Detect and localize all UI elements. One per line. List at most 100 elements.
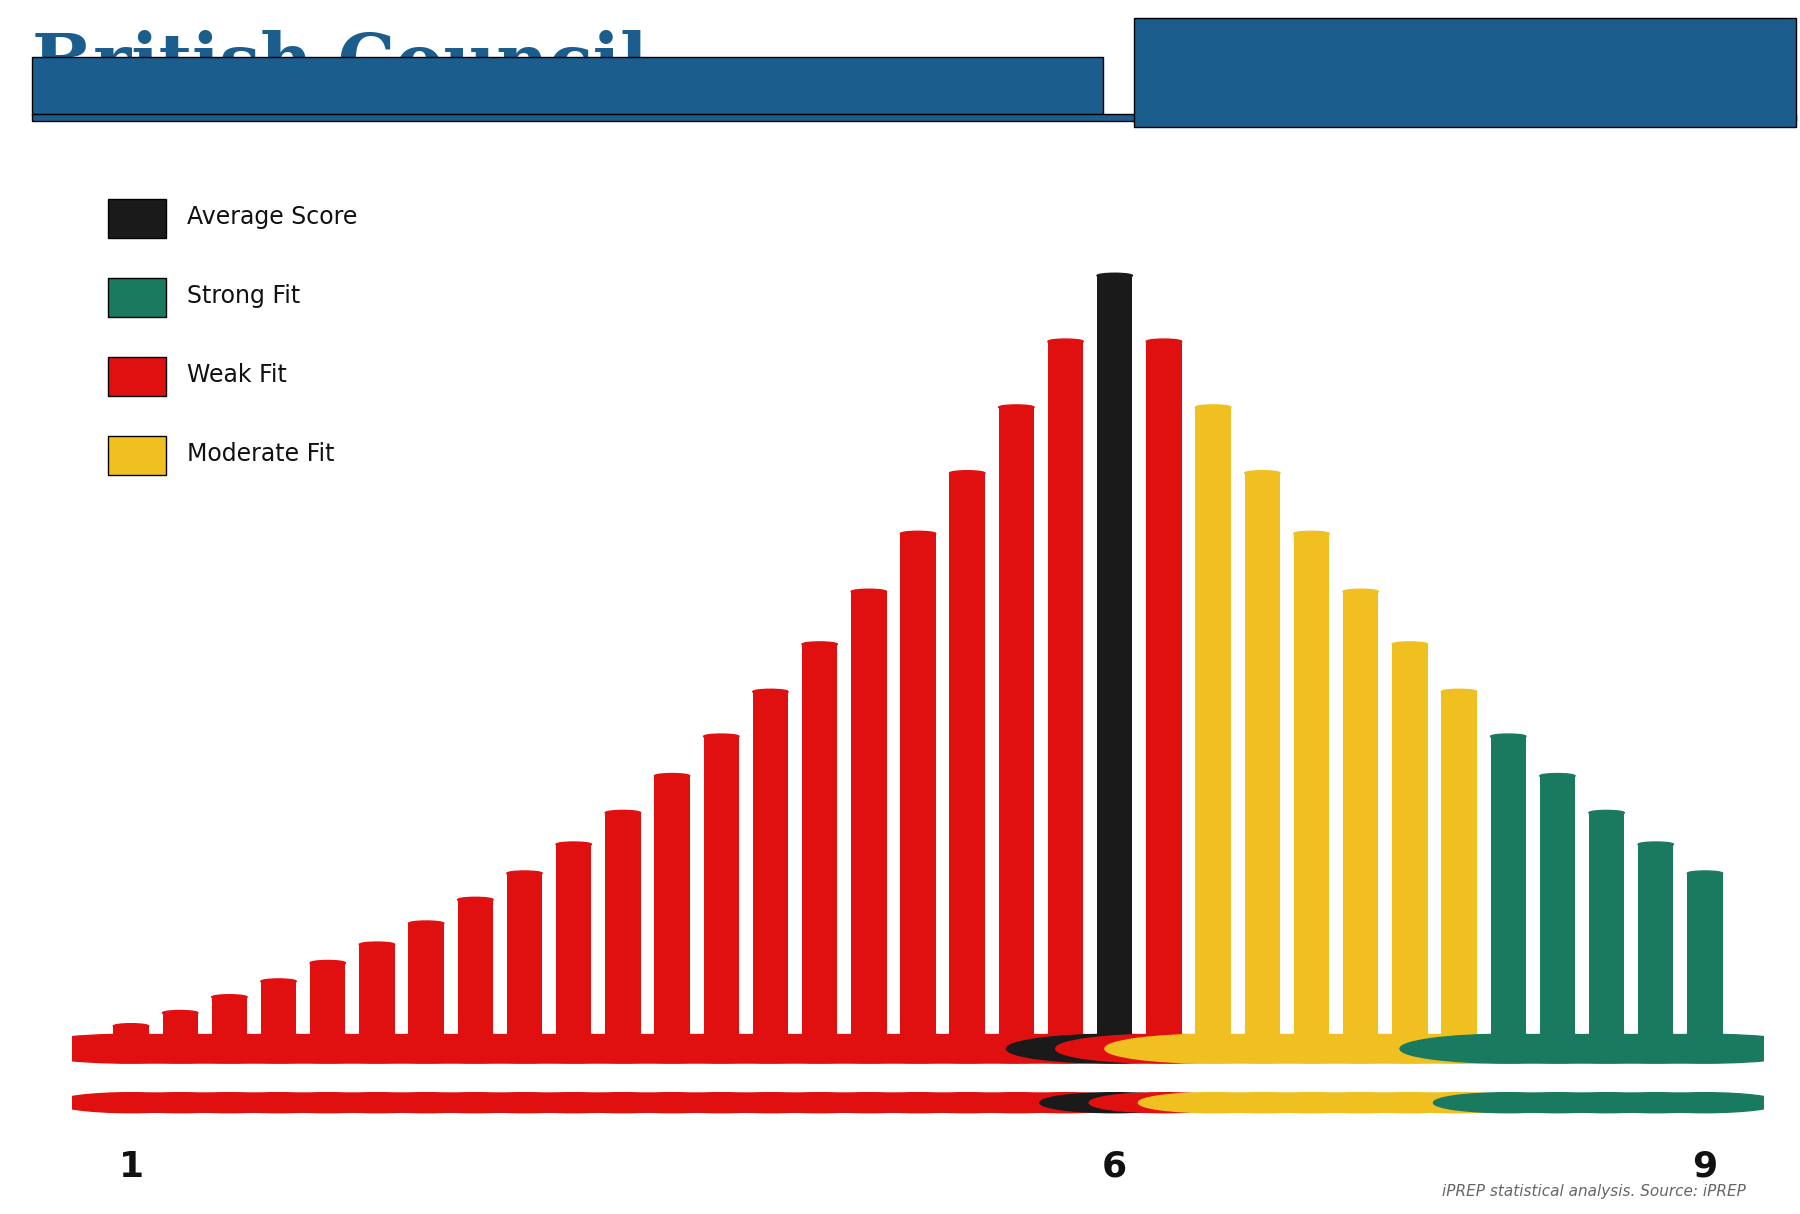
Circle shape [1138,1093,1287,1113]
Circle shape [268,1034,486,1063]
Circle shape [909,1034,1125,1063]
Bar [900,534,936,1063]
Circle shape [310,960,346,965]
Circle shape [351,1093,500,1113]
Circle shape [810,1034,1026,1063]
Circle shape [23,1034,239,1063]
Circle shape [1532,1093,1681,1113]
Circle shape [1580,1093,1730,1113]
Circle shape [1105,1034,1321,1063]
Circle shape [851,589,887,594]
Circle shape [1449,1034,1665,1063]
Bar [949,473,985,1063]
Circle shape [261,978,297,983]
Circle shape [1089,1093,1238,1113]
Circle shape [302,1093,452,1113]
Bar [1294,534,1328,1063]
Bar [1638,845,1674,1063]
Circle shape [1589,811,1624,815]
Circle shape [598,1093,747,1113]
Circle shape [171,1034,387,1063]
Circle shape [450,1093,599,1113]
Circle shape [1336,1093,1485,1113]
Circle shape [1433,1093,1582,1113]
Bar [310,963,346,1063]
Bar [360,944,394,1063]
Circle shape [859,1034,1075,1063]
Bar [1539,776,1575,1063]
Text: Strong Fit: Strong Fit [187,284,301,308]
Circle shape [1400,1034,1616,1063]
Bar [1589,813,1624,1063]
Circle shape [1096,273,1132,278]
Bar [1048,341,1084,1063]
Circle shape [1188,1093,1337,1113]
Circle shape [106,1093,256,1113]
Circle shape [605,811,641,815]
Circle shape [1343,589,1379,594]
Circle shape [999,405,1033,409]
Text: IELTS: IELTS [1359,40,1571,109]
Circle shape [745,1093,895,1113]
Circle shape [162,1010,198,1015]
Circle shape [695,1093,846,1113]
Text: Average Score: Average Score [187,205,358,229]
Circle shape [646,1093,796,1113]
Text: iPREP statistical analysis. Source: iPREP: iPREP statistical analysis. Source: iPRE… [1442,1185,1746,1199]
Circle shape [900,532,936,537]
Bar [704,737,740,1063]
Circle shape [212,994,247,999]
Circle shape [1597,1034,1800,1063]
Circle shape [1483,1093,1633,1113]
Circle shape [990,1093,1141,1113]
Bar [605,813,641,1063]
Circle shape [1195,405,1231,409]
Bar [113,1026,149,1063]
Circle shape [220,1034,436,1063]
Circle shape [1244,471,1280,476]
Circle shape [1350,1034,1568,1063]
Circle shape [1006,1034,1222,1063]
Circle shape [958,1034,1174,1063]
Circle shape [457,897,493,902]
Bar [1391,645,1427,1063]
Bar [1343,591,1379,1063]
Circle shape [1202,1034,1420,1063]
Bar [457,900,493,1063]
Circle shape [72,1034,288,1063]
Circle shape [563,1034,779,1063]
Bar [1147,341,1181,1063]
Text: British Council: British Council [32,30,648,101]
Bar [999,407,1033,1063]
Circle shape [1638,843,1674,846]
Bar [261,981,297,1063]
Circle shape [508,870,542,875]
Circle shape [466,1034,682,1063]
Circle shape [1498,1034,1715,1063]
Circle shape [803,642,837,647]
Circle shape [842,1093,994,1113]
Circle shape [121,1034,338,1063]
Circle shape [893,1093,1042,1113]
Circle shape [1548,1034,1764,1063]
Circle shape [1442,690,1476,694]
Circle shape [1490,734,1526,739]
Circle shape [1147,339,1181,344]
Circle shape [113,1023,149,1028]
Circle shape [1687,870,1723,875]
Circle shape [499,1093,648,1113]
Text: Weak Fit: Weak Fit [187,363,286,387]
Circle shape [1391,642,1427,647]
Bar [1244,473,1280,1063]
Bar [1490,737,1526,1063]
Bar [212,997,247,1063]
Circle shape [203,1093,353,1113]
Circle shape [794,1093,943,1113]
Circle shape [360,942,394,947]
Circle shape [949,471,985,476]
Circle shape [56,1093,205,1113]
Circle shape [1384,1093,1534,1113]
Circle shape [319,1034,535,1063]
Circle shape [416,1034,634,1063]
Circle shape [704,734,740,739]
